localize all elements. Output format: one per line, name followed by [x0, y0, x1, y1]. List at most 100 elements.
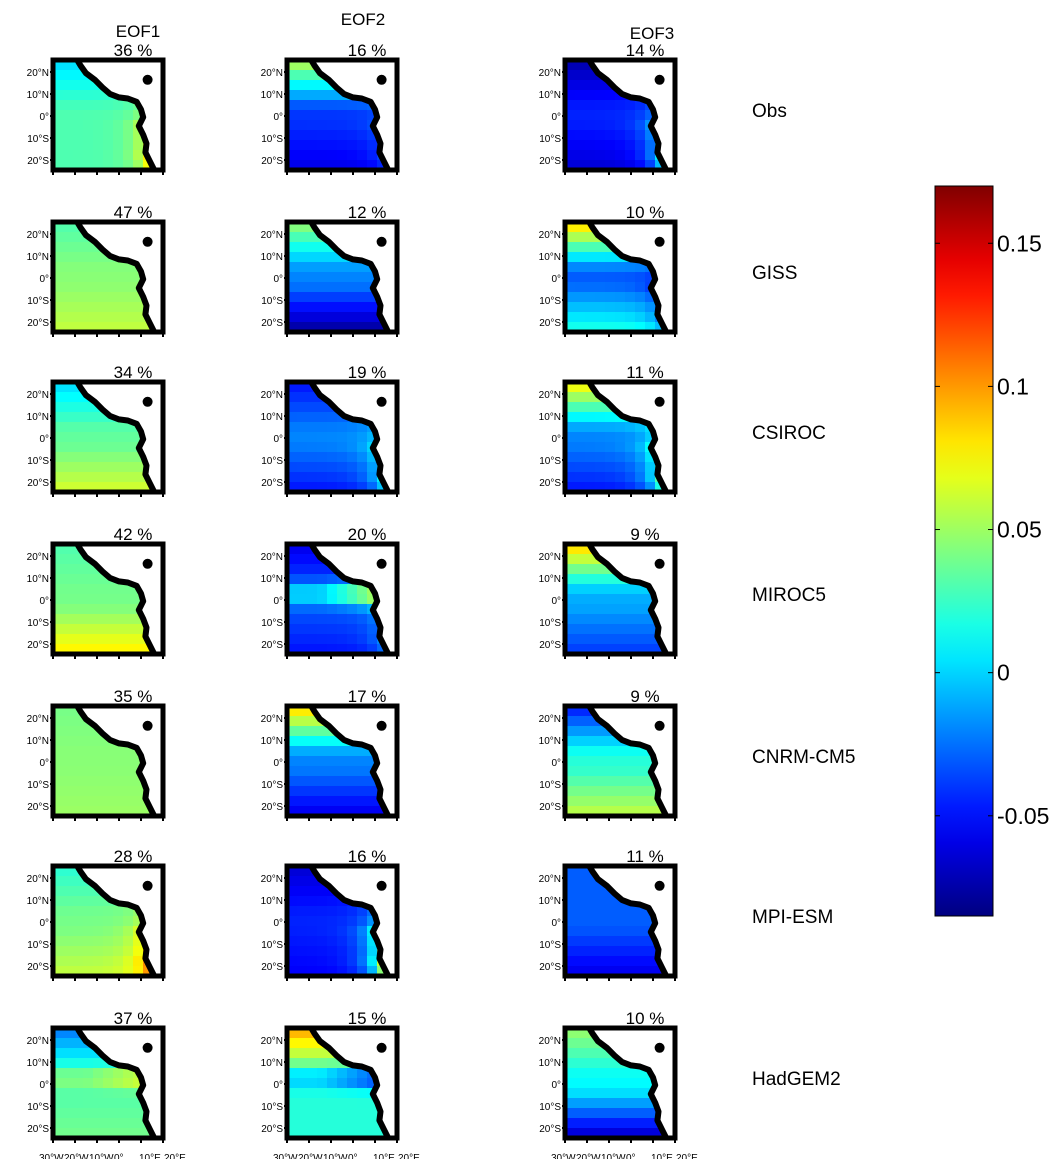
lat-tick-label: 0°	[39, 1080, 49, 1091]
heatmap-cell	[103, 1118, 114, 1129]
heatmap-cell	[83, 150, 94, 161]
heatmap-cell	[93, 100, 104, 111]
heatmap-cell	[123, 322, 134, 332]
coastline	[74, 222, 157, 332]
heatmap-cell	[307, 422, 318, 433]
island-marker	[654, 1042, 665, 1053]
lat-tick-label: 10°N	[539, 1058, 561, 1069]
lat-tick-label: 20°S	[539, 156, 561, 167]
heatmap-cell	[635, 1098, 646, 1109]
heatmap-cell	[103, 766, 114, 777]
heatmap-cell	[645, 756, 656, 767]
heatmap-cell	[317, 472, 328, 483]
heatmap-cell	[347, 644, 358, 654]
heatmap-cell	[645, 140, 656, 151]
lat-tick-label: 0°	[551, 918, 561, 929]
heatmap-cell	[93, 130, 104, 141]
heatmap-cell	[297, 432, 308, 443]
heatmap-cell	[347, 160, 358, 170]
lat-tick-label: 0°	[273, 1080, 283, 1091]
eof-panel-obs-eof2: 20°N10°N0°10°S20°S16 %	[261, 41, 400, 175]
heatmap-cell	[565, 1088, 576, 1099]
heatmap-cell	[625, 302, 636, 313]
heatmap-cell	[565, 746, 576, 757]
coastline	[74, 866, 157, 976]
heatmap-cell	[53, 706, 64, 717]
heatmap-cell	[53, 886, 64, 897]
heatmap-cell	[63, 392, 74, 403]
heatmap-cell	[53, 896, 64, 907]
heatmap-cell	[337, 130, 348, 141]
explained-variance-label: 11 %	[626, 363, 664, 382]
heatmap-cell	[287, 130, 298, 141]
heatmap-cell	[327, 766, 338, 777]
heatmap-cell	[123, 926, 134, 937]
heatmap-cell	[93, 422, 104, 433]
heatmap-cell	[73, 604, 84, 615]
heatmap-cell	[53, 1088, 64, 1099]
heatmap-cell	[53, 432, 64, 443]
lat-tick-label: 20°N	[261, 68, 283, 79]
heatmap-cell	[575, 716, 586, 727]
heatmap-cell	[357, 120, 368, 131]
heatmap-cell	[367, 966, 378, 976]
heatmap-cell	[287, 564, 298, 575]
heatmap-cell	[73, 1108, 84, 1119]
heatmap-cell	[297, 140, 308, 151]
heatmap-cell	[595, 584, 606, 595]
heatmap-cell	[585, 442, 596, 453]
heatmap-cell	[73, 442, 84, 453]
heatmap-cell	[625, 786, 636, 797]
heatmap-cell	[63, 736, 74, 747]
heatmap-cell	[575, 634, 586, 645]
heatmap-cell	[317, 282, 328, 293]
heatmap-cell	[615, 946, 626, 957]
heatmap-cell	[585, 462, 596, 473]
heatmap-cell	[307, 462, 318, 473]
heatmap-cell	[317, 432, 328, 443]
heatmap-cell	[133, 140, 144, 151]
heatmap-cell	[357, 442, 368, 453]
heatmap-cell	[615, 806, 626, 816]
heatmap-cell	[575, 946, 586, 957]
heatmap-cell	[287, 1058, 298, 1069]
heatmap-cell	[595, 886, 606, 897]
heatmap-cell	[307, 1068, 318, 1079]
heatmap-cell	[625, 482, 636, 492]
heatmap-cell	[83, 614, 94, 625]
heatmap-cell	[297, 252, 308, 263]
heatmap-cell	[53, 746, 64, 757]
heatmap-cell	[565, 90, 576, 101]
heatmap-cell	[337, 956, 348, 967]
coastline	[308, 60, 391, 170]
heatmap-cell	[605, 776, 616, 787]
heatmap-cell	[327, 594, 338, 605]
heatmap-cell	[113, 282, 124, 293]
row-label-obs: Obs	[752, 101, 787, 122]
lat-tick-label: 0°	[551, 758, 561, 769]
heatmap-cell	[575, 322, 586, 332]
heatmap-cell	[93, 896, 104, 907]
heatmap-cell	[133, 634, 144, 645]
heatmap-cell	[565, 756, 576, 767]
heatmap-cell	[575, 422, 586, 433]
heatmap-cell	[287, 272, 298, 283]
island-marker	[376, 1042, 387, 1053]
heatmap-cell	[645, 966, 656, 976]
heatmap-cell	[287, 472, 298, 483]
heatmap-cell	[625, 1108, 636, 1119]
heatmap-cell	[575, 806, 586, 816]
heatmap-cell	[103, 796, 114, 807]
heatmap-cell	[367, 452, 378, 463]
heatmap-cell	[347, 1098, 358, 1109]
heatmap-cell	[337, 462, 348, 473]
heatmap-cell	[53, 634, 64, 645]
heatmap-cell	[347, 130, 358, 141]
heatmap-cell	[317, 1108, 328, 1119]
heatmap-cell	[133, 110, 144, 121]
heatmap-cell	[635, 1078, 646, 1089]
heatmap-cell	[103, 322, 114, 332]
heatmap-cell	[347, 966, 358, 976]
lat-tick-label: 0°	[273, 918, 283, 929]
